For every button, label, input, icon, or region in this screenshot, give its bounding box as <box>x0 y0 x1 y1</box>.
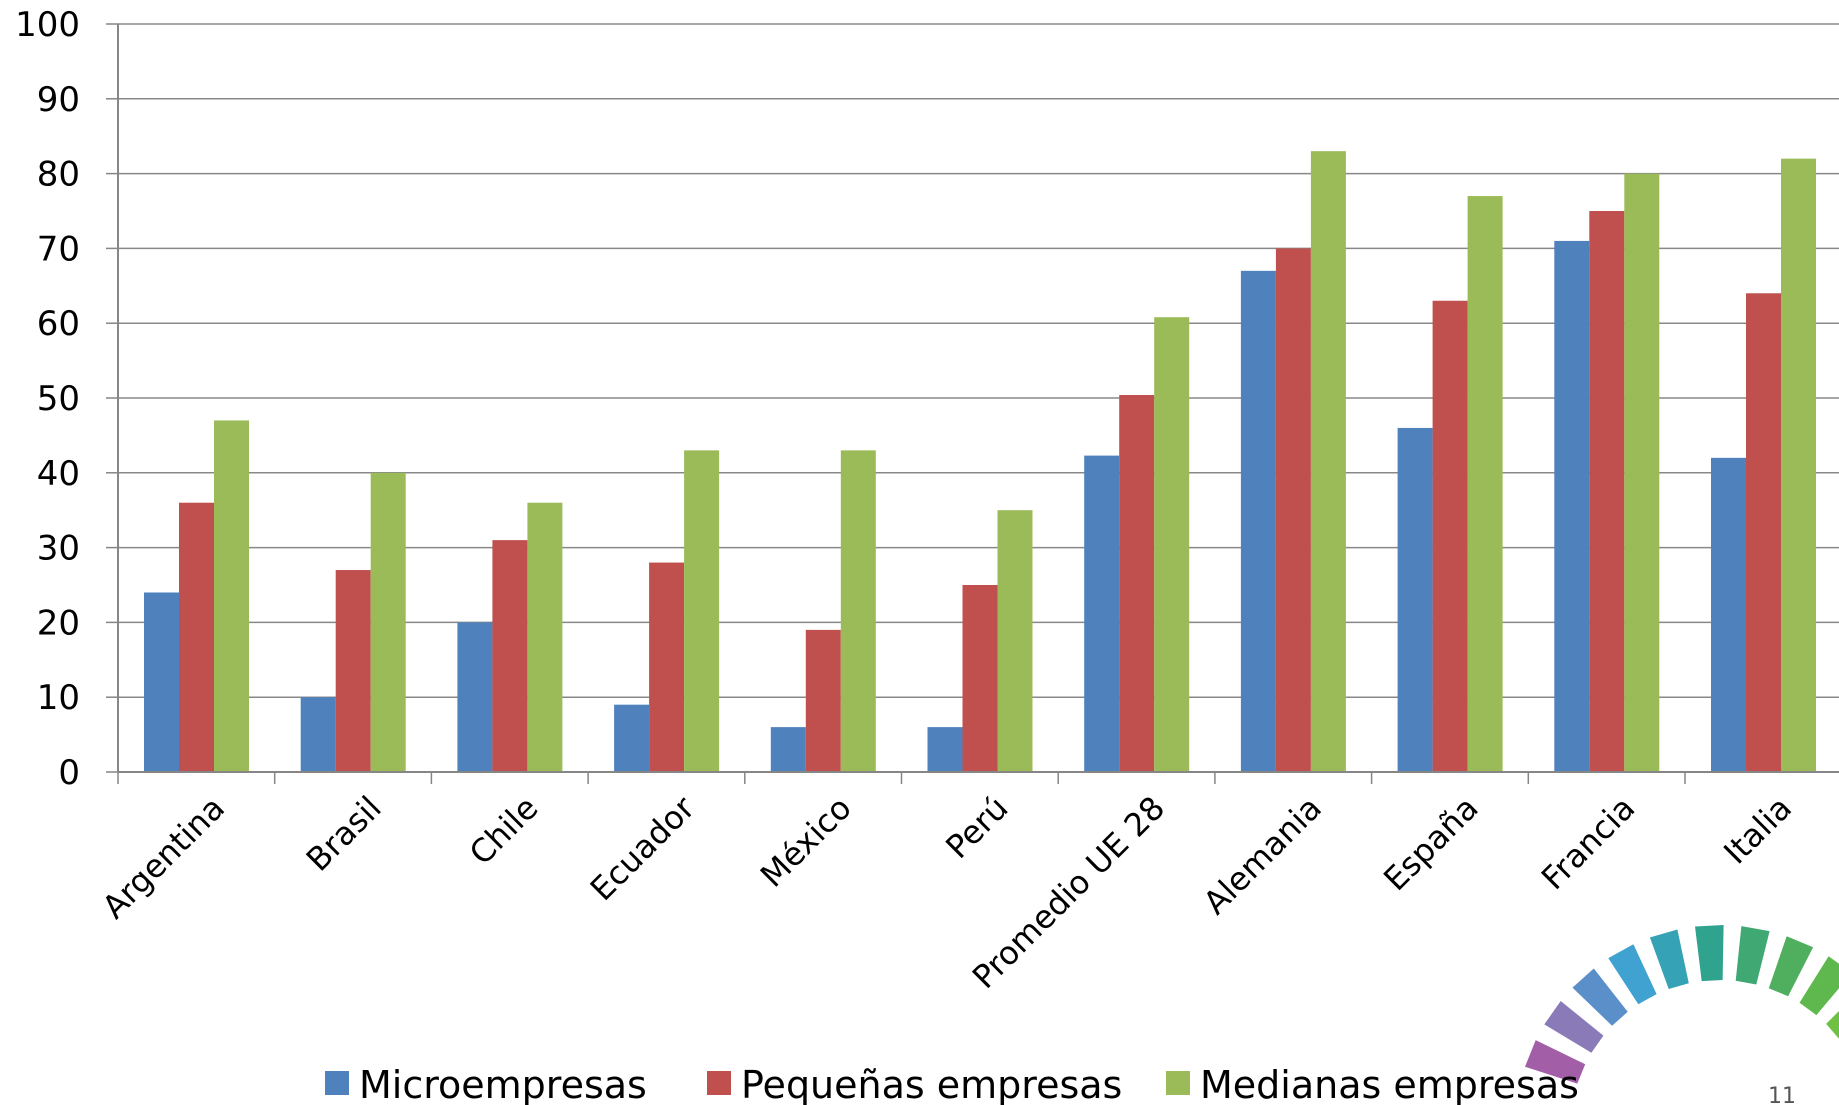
y-tick-label: 40 <box>37 454 80 494</box>
bar <box>1154 317 1190 772</box>
bar <box>214 420 249 772</box>
x-category-label: Francia <box>1534 789 1642 897</box>
y-tick-label: 80 <box>37 155 80 195</box>
logo-segment <box>1826 1010 1839 1039</box>
bar <box>684 450 720 772</box>
x-axis-categories: Argentina Brasil Chile Ecuador México PerúPro… <box>95 788 1799 996</box>
bar <box>1711 457 1746 772</box>
legend-swatch <box>1166 1071 1190 1095</box>
y-tick-label: 100 <box>15 5 80 45</box>
x-category-label: Italia <box>1716 789 1799 872</box>
y-tick-label: 10 <box>37 678 80 718</box>
logo-segment <box>1608 944 1657 1005</box>
legend-swatch <box>707 1071 731 1095</box>
bar <box>1589 211 1625 772</box>
bar <box>649 562 685 772</box>
bar <box>457 622 493 772</box>
bar <box>1275 248 1311 772</box>
x-category-label: Alemania <box>1196 789 1329 922</box>
bar <box>614 704 650 772</box>
bar <box>1240 270 1276 772</box>
bar <box>527 502 563 772</box>
logo-segment <box>1695 925 1724 982</box>
bar <box>492 540 528 772</box>
y-tick-label: 90 <box>37 80 80 120</box>
x-category-label: Chile <box>462 789 546 873</box>
y-tick-label: 30 <box>37 529 80 569</box>
bar <box>335 570 371 772</box>
bar <box>840 450 876 772</box>
bar <box>1119 395 1155 772</box>
bar <box>962 585 998 772</box>
bar <box>300 697 336 772</box>
y-axis-ticks: 0 10 20 30 40 50 60 70 80 90 100 <box>15 5 118 793</box>
logo-segment <box>1572 968 1628 1026</box>
bar <box>770 727 806 772</box>
axes <box>117 24 1839 784</box>
y-tick-label: 0 <box>58 753 80 793</box>
logo-segment <box>1649 929 1689 989</box>
logo-segment <box>1544 1001 1604 1053</box>
legend-swatch <box>325 1071 349 1095</box>
bar <box>144 592 179 772</box>
logo-segment <box>1735 926 1770 985</box>
bar <box>1432 300 1468 772</box>
bar <box>179 502 214 772</box>
bar <box>1781 158 1816 772</box>
bar <box>1554 240 1590 773</box>
y-tick-label: 60 <box>37 304 80 344</box>
x-category-label: Brasil <box>299 789 389 879</box>
y-tick-label: 20 <box>37 603 80 643</box>
y-tick-label: 50 <box>37 379 80 419</box>
bar <box>1397 427 1433 772</box>
bar <box>1746 293 1781 772</box>
legend: Microempresas Pequeñas empresas Medianas e… <box>325 1063 1579 1105</box>
legend-label: Pequeñas empresas <box>741 1063 1122 1105</box>
legend-label: Microempresas <box>359 1063 647 1105</box>
bar <box>805 629 841 772</box>
bar <box>370 472 406 772</box>
y-tick-label: 70 <box>37 229 80 269</box>
bar <box>927 727 963 772</box>
bar <box>1084 455 1120 772</box>
logo-decoration <box>1525 925 1839 1084</box>
bar <box>997 510 1033 772</box>
bar <box>1467 196 1503 773</box>
page-number: 11 <box>1768 1084 1796 1105</box>
x-category-label: España <box>1376 789 1485 898</box>
x-category-label: Perú <box>938 789 1015 866</box>
logo-segment <box>1768 936 1814 997</box>
x-category-label: Ecuador <box>583 788 703 908</box>
logo-segment <box>1525 1040 1586 1084</box>
bar <box>1624 173 1660 773</box>
x-category-label: Argentina <box>95 789 232 926</box>
bar <box>1310 151 1346 772</box>
legend-label: Medianas empresas <box>1200 1063 1579 1105</box>
bars <box>144 151 1816 773</box>
x-category-label: México <box>753 789 859 895</box>
logo-segment <box>1799 956 1839 1016</box>
